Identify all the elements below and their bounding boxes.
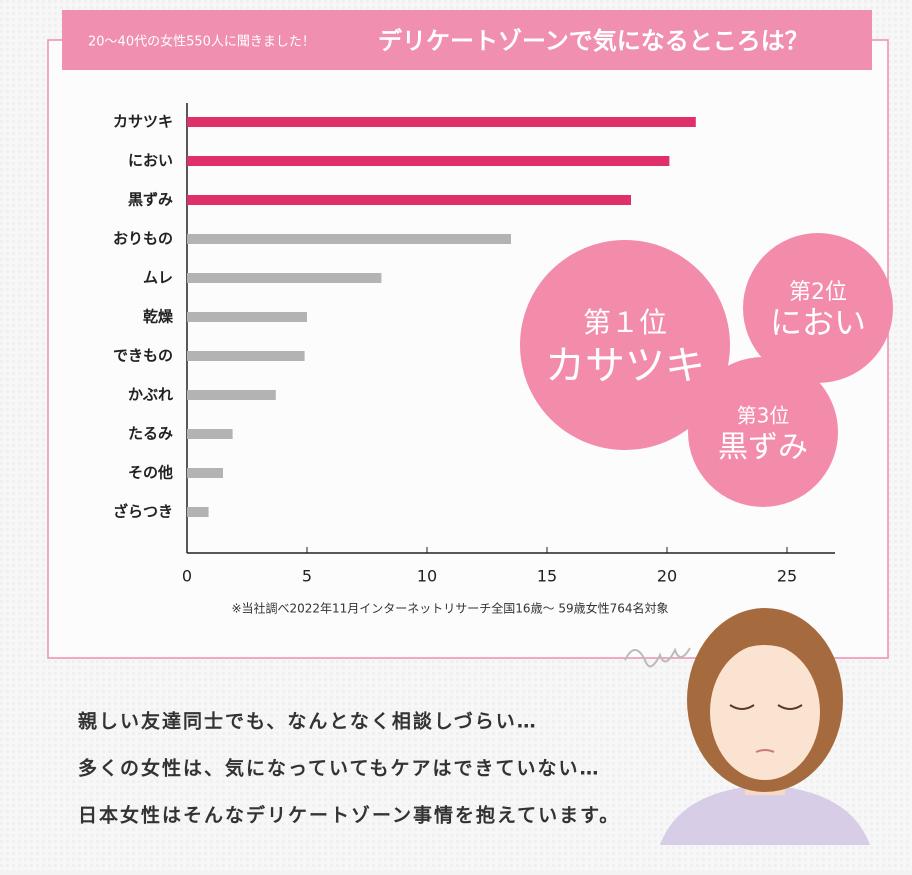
page: 20〜40代の女性550人に聞きました！ デリケートゾーンで気になるところは？ … [0, 0, 912, 871]
bar [187, 429, 233, 439]
bar [187, 312, 307, 322]
y-tick-label: できもの [113, 347, 173, 365]
y-tick-label: ムレ [143, 269, 173, 287]
bar [187, 156, 669, 166]
x-tick-label: 10 [417, 567, 437, 586]
badge-label: におい [770, 304, 866, 342]
message-line: 親しい友達同士でも、なんとなく相談しづらい… [78, 710, 538, 733]
y-tick-label: ざらつき [113, 503, 173, 521]
banner-lead: 20〜40代の女性550人に聞きました！ [88, 34, 315, 50]
x-tick-label: 5 [302, 567, 312, 586]
bar [187, 351, 305, 361]
badge-rank: 第2位 [789, 280, 847, 305]
bar [187, 507, 209, 517]
banner-title: デリケートゾーンで気になるところは？ [378, 27, 809, 55]
y-tick-label: 乾燥 [143, 308, 174, 326]
bar [187, 468, 223, 478]
y-tick-label: おりもの [113, 230, 173, 248]
x-tick-label: 25 [777, 567, 797, 586]
x-tick-label: 20 [657, 567, 677, 586]
y-tick-label: カサツキ [113, 113, 173, 131]
bar [187, 390, 276, 400]
y-tick-label: におい [128, 152, 173, 170]
y-tick-label: かぶれ [128, 386, 173, 404]
bar [187, 195, 631, 205]
message-line: 多くの女性は、気になっていてもケアはできていない… [78, 757, 601, 780]
footnote: ※当社調べ2022年11月インターネットリサーチ全国16歳〜 59歳女性764名… [231, 601, 668, 616]
bar [187, 234, 511, 244]
badge-label: カサツキ [545, 343, 705, 389]
face [710, 644, 820, 780]
x-tick-label: 0 [182, 567, 192, 586]
badge-rank: 第3位 [737, 404, 790, 428]
y-tick-label: たるみ [128, 425, 173, 443]
message-line: 日本女性はそんなデリケートゾーン事情を抱えています。 [78, 804, 620, 827]
y-tick-label: その他 [128, 464, 173, 482]
bar [187, 117, 696, 127]
bar [187, 273, 381, 283]
badge-label: 黒ずみ [718, 430, 808, 465]
badge-rank: 第１位 [583, 306, 667, 339]
x-tick-label: 15 [537, 567, 557, 586]
y-tick-label: 黒ずみ [128, 191, 173, 209]
